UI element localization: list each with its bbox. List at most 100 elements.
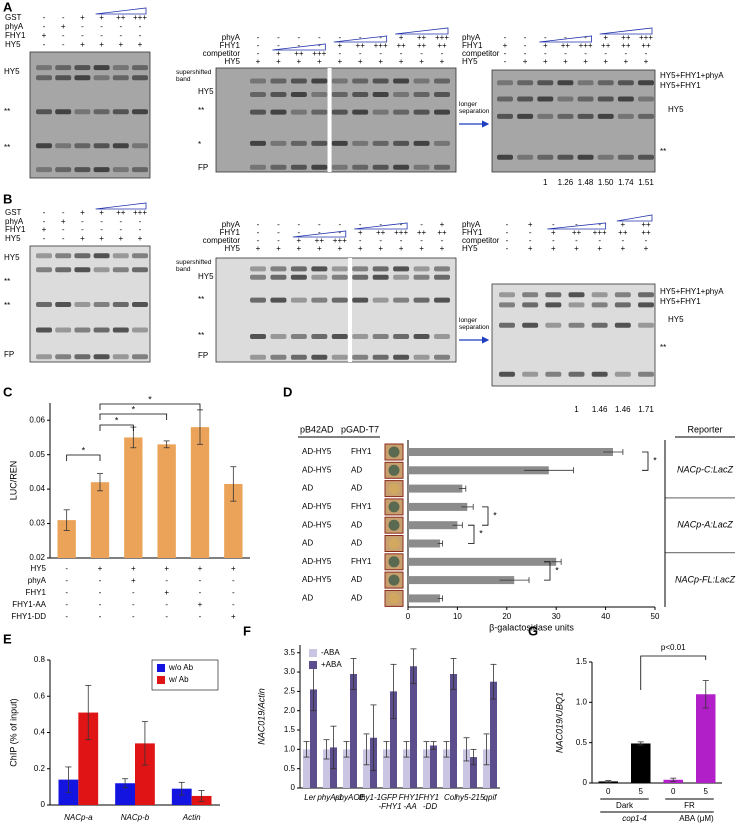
- significance-bracket: [642, 451, 649, 471]
- gel-band: [331, 354, 348, 360]
- bar: [408, 557, 557, 566]
- gel-band: [413, 274, 430, 280]
- row-cell: +: [624, 57, 629, 66]
- row-cell: +: [440, 57, 445, 66]
- row-cell: +: [138, 234, 143, 243]
- x-tick-label: 0: [606, 787, 611, 796]
- row-cell: -: [359, 220, 362, 229]
- y-tick-label: 0: [291, 783, 296, 792]
- row-cell: -: [552, 236, 555, 245]
- row-cell: ++: [116, 208, 126, 217]
- y-tick-label: 0.02: [29, 553, 45, 562]
- gel-band: [74, 75, 91, 81]
- gel-band: [372, 140, 389, 146]
- band-label: HY5: [198, 272, 214, 281]
- band-label: HY5+FHY1+phyA: [660, 71, 724, 80]
- gel-band: [413, 140, 430, 146]
- gel-band: [638, 292, 654, 298]
- band-label: FP: [4, 350, 14, 359]
- legend-label: w/o Ab: [168, 663, 194, 672]
- bar: [303, 749, 310, 788]
- x-tick-label: hy5-215: [456, 793, 485, 802]
- gel-band: [55, 327, 72, 333]
- row-label: HY5: [462, 57, 478, 66]
- gel-band: [557, 80, 574, 86]
- gel-image: [215, 257, 457, 363]
- row-cell: -: [575, 236, 578, 245]
- significance-star: *: [132, 404, 136, 414]
- row-cell: ++: [356, 41, 366, 50]
- gel-band: [545, 322, 562, 328]
- condition-cell: +: [131, 576, 136, 585]
- x-axis-label: ABA (μM): [679, 814, 714, 823]
- row-cell: -: [119, 31, 122, 40]
- row-cell: -: [43, 22, 46, 31]
- row-cell: +: [297, 244, 302, 253]
- gel-gap: [327, 68, 332, 172]
- gel-band: [112, 354, 129, 360]
- bar: [631, 743, 651, 783]
- condition-label: FHY1-AA: [12, 600, 46, 609]
- gel-band: [393, 274, 410, 280]
- ratio: 1.48: [578, 178, 594, 187]
- row-cell: -: [524, 41, 527, 50]
- y-tick-label: 0: [41, 800, 46, 809]
- y-tick-label: 0.8: [34, 655, 46, 664]
- gel-band: [93, 253, 110, 259]
- gel-band: [74, 65, 91, 71]
- gel-band: [597, 113, 614, 119]
- row-cell: -: [298, 41, 301, 50]
- gel-band: [638, 96, 654, 102]
- row-cell: -: [318, 228, 321, 237]
- bar: [115, 783, 135, 805]
- panel-letter: B: [3, 191, 12, 206]
- row-cell: -: [524, 49, 527, 58]
- row-label: AD: [302, 484, 313, 493]
- ratio: 1.74: [618, 178, 634, 187]
- gel-band: [74, 354, 91, 360]
- row-cell: +: [337, 57, 342, 66]
- row-cell: -: [139, 217, 142, 226]
- group-label: Dark: [616, 801, 634, 810]
- gel-band: [74, 327, 91, 333]
- row-cell: +: [440, 244, 445, 253]
- gel-band: [393, 164, 410, 170]
- row-cell: +: [99, 40, 104, 49]
- gel-band: [614, 371, 631, 377]
- gel-band: [413, 92, 430, 97]
- gel-band: [591, 371, 608, 377]
- ratio: 1: [574, 405, 579, 414]
- gel-band: [522, 292, 539, 298]
- panel-letter: A: [3, 0, 13, 14]
- legend-label: -ABA: [321, 648, 340, 657]
- row-cell: +: [419, 244, 424, 253]
- bar: [443, 749, 450, 788]
- condition-cell: -: [132, 612, 135, 621]
- gel-band: [568, 322, 585, 328]
- row-cell: -: [277, 220, 280, 229]
- row-cell: -: [257, 49, 260, 58]
- y-tick-label: 0.2: [34, 764, 46, 773]
- condition-cell: -: [132, 588, 135, 597]
- row-label: phyA: [222, 220, 241, 229]
- gel-band: [413, 266, 430, 272]
- significance-star: *: [148, 394, 152, 404]
- gel-band: [93, 302, 110, 307]
- row-cell: -: [544, 33, 547, 42]
- x-tick-label: 0: [406, 612, 411, 621]
- row-cell: ++: [618, 228, 628, 237]
- bar: [410, 666, 417, 788]
- bar: [450, 673, 457, 788]
- row-cell: +: [440, 220, 445, 229]
- gel-band: [74, 167, 91, 173]
- row-cell: -: [298, 220, 301, 229]
- gel-band: [545, 371, 562, 377]
- x-tick-label: 5: [704, 787, 709, 796]
- gel-band: [250, 266, 266, 272]
- significance-star: *: [115, 415, 119, 425]
- gel-band: [250, 78, 266, 84]
- ratio: 1.26: [558, 178, 574, 187]
- gel-band: [55, 65, 72, 71]
- y-axis-label: ChIP (% of input): [8, 698, 18, 766]
